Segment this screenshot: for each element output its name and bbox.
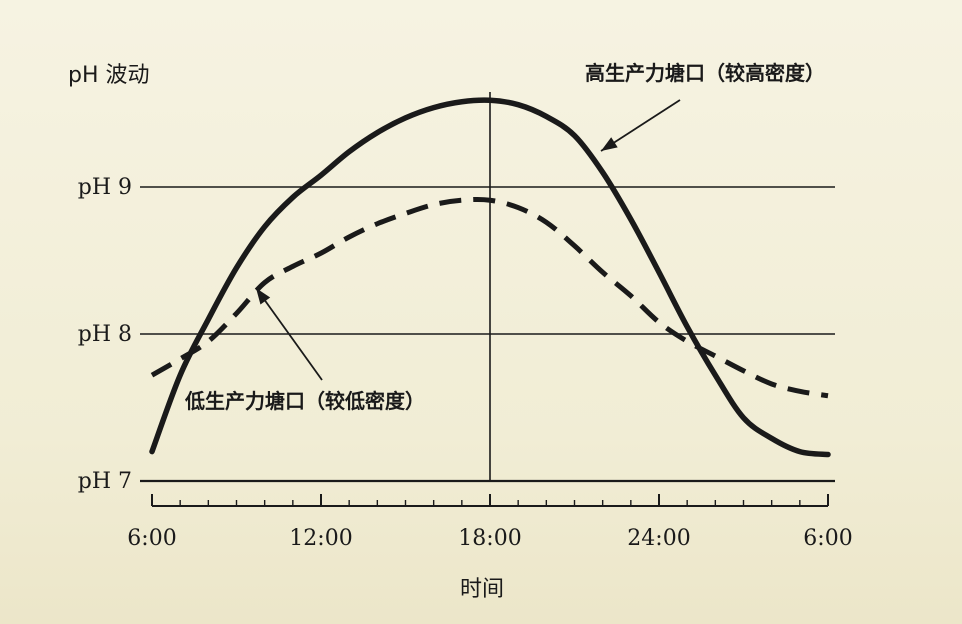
arrow-low-productivity-head <box>256 288 271 305</box>
x-axis-title: 时间 <box>460 577 504 602</box>
series-line-high-productivity <box>149 97 831 458</box>
arrow-low-productivity-shaft <box>255 287 323 381</box>
y-tick-label: pH 7 <box>78 469 132 494</box>
annotation-low-productivity: 低生产力塘口（较低密度） <box>184 389 425 413</box>
series-line-low-productivity <box>150 196 829 399</box>
y-axis-title: pH 波动 <box>68 63 150 88</box>
y-tick-label: pH 9 <box>78 175 132 200</box>
x-tick-label: 6:00 <box>803 526 852 551</box>
annotation-high-productivity: 高生产力塘口（较高密度） <box>585 61 825 85</box>
x-tick-label: 18:00 <box>458 526 521 551</box>
x-tick-label: 12:00 <box>289 526 352 551</box>
arrow-high-productivity-head <box>601 137 618 151</box>
x-tick-label: 24:00 <box>627 526 690 551</box>
y-tick-label: pH 8 <box>78 322 132 347</box>
x-tick-label: 6:00 <box>127 526 176 551</box>
